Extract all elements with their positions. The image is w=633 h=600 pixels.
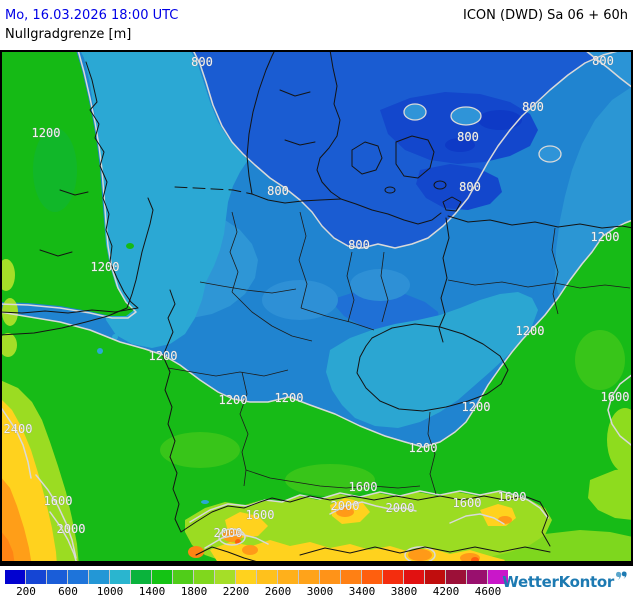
legend-swatch bbox=[26, 570, 46, 584]
logo-icon bbox=[615, 567, 628, 585]
legend-swatch bbox=[152, 570, 172, 584]
legend-swatch bbox=[194, 570, 214, 584]
contour-label: 1200 bbox=[275, 391, 304, 405]
map-frame-bottom bbox=[0, 561, 633, 566]
legend-swatch bbox=[173, 570, 193, 584]
contour-label: 1200 bbox=[409, 441, 438, 455]
legend-value: 200 bbox=[16, 585, 36, 598]
legend-value: 600 bbox=[58, 585, 78, 598]
wetterkontor-logo: WetterKontor bbox=[502, 571, 627, 591]
legend-swatch bbox=[299, 570, 319, 584]
legend-swatch bbox=[215, 570, 235, 584]
contour-label: 800 bbox=[191, 55, 213, 69]
legend-swatch bbox=[425, 570, 445, 584]
contour-label: 1200 bbox=[32, 126, 61, 140]
legend-value: 1000 bbox=[96, 585, 124, 598]
legend-swatch bbox=[362, 570, 382, 584]
contour-label: 1200 bbox=[516, 324, 545, 338]
legend-swatch bbox=[68, 570, 88, 584]
contour-label: 2000 bbox=[214, 526, 243, 540]
color-scale-labels: 200 600 1000 1400 1800 2200 2600 3000 3400 3800 42… bbox=[0, 585, 633, 598]
map-datetime: Mo, 16.03.2026 18:00 UTC bbox=[5, 8, 179, 23]
legend-swatch bbox=[257, 570, 277, 584]
legend-swatch bbox=[383, 570, 403, 584]
contour-label: 1600 bbox=[498, 490, 527, 504]
weather-map: 800 800 800 800 800 800 800 1200 1200 1200 1200 120… bbox=[0, 50, 633, 566]
contour-label: 800 bbox=[522, 100, 544, 114]
contour-label: 1200 bbox=[91, 260, 120, 274]
state-borders bbox=[167, 211, 631, 495]
country-borders bbox=[0, 50, 633, 563]
contour-label: 2000 bbox=[331, 499, 360, 513]
legend-value: 4600 bbox=[474, 585, 502, 598]
contour-label: 1600 bbox=[44, 494, 73, 508]
legend-value: 3800 bbox=[390, 585, 418, 598]
legend-swatch bbox=[341, 570, 361, 584]
legend-swatch bbox=[110, 570, 130, 584]
color-scale-legend bbox=[5, 570, 508, 584]
legend-value: 4200 bbox=[432, 585, 460, 598]
contour-label: 2000 bbox=[57, 522, 86, 536]
contour-label: 1200 bbox=[219, 393, 248, 407]
legend-value: 1400 bbox=[138, 585, 166, 598]
model-run-info: ICON (DWD) Sa 06 + 60h bbox=[463, 8, 628, 23]
contour-label: 800 bbox=[459, 180, 481, 194]
legend-swatch bbox=[236, 570, 256, 584]
contour-label: 1600 bbox=[246, 508, 275, 522]
contour-label: 1600 bbox=[601, 390, 630, 404]
legend-swatch bbox=[404, 570, 424, 584]
logo-text: WetterKontor bbox=[502, 573, 614, 591]
contour-label: 1600 bbox=[453, 496, 482, 510]
legend-value: 2600 bbox=[264, 585, 292, 598]
contour-label: 1200 bbox=[462, 400, 491, 414]
legend-swatch bbox=[131, 570, 151, 584]
legend-swatch bbox=[446, 570, 466, 584]
contour-label: 2400 bbox=[4, 422, 33, 436]
contour-label: 1600 bbox=[349, 480, 378, 494]
legend-swatch bbox=[320, 570, 340, 584]
contour-label: 800 bbox=[348, 238, 370, 252]
legend-value: 3400 bbox=[348, 585, 376, 598]
contour-label: 2000 bbox=[386, 501, 415, 515]
freezing-level-field bbox=[0, 50, 633, 566]
contour-label: 800 bbox=[457, 130, 479, 144]
legend-swatch bbox=[488, 570, 508, 584]
legend-value: 2200 bbox=[222, 585, 250, 598]
contour-labels: 800 800 800 800 800 800 800 1200 1200 1200 1200 120… bbox=[3, 54, 630, 540]
legend-swatch bbox=[5, 570, 25, 584]
contour-label: 800 bbox=[267, 184, 289, 198]
contour-label: 1200 bbox=[149, 349, 178, 363]
contour-label: 1200 bbox=[591, 230, 620, 244]
legend-swatch bbox=[47, 570, 67, 584]
legend-value: 1800 bbox=[180, 585, 208, 598]
legend-value: 3000 bbox=[306, 585, 334, 598]
contour-label: 800 bbox=[592, 54, 614, 68]
legend-swatch bbox=[278, 570, 298, 584]
legend-swatch bbox=[89, 570, 109, 584]
legend-swatch bbox=[467, 570, 487, 584]
parameter-title: Nullgradgrenze [m] bbox=[5, 27, 132, 42]
